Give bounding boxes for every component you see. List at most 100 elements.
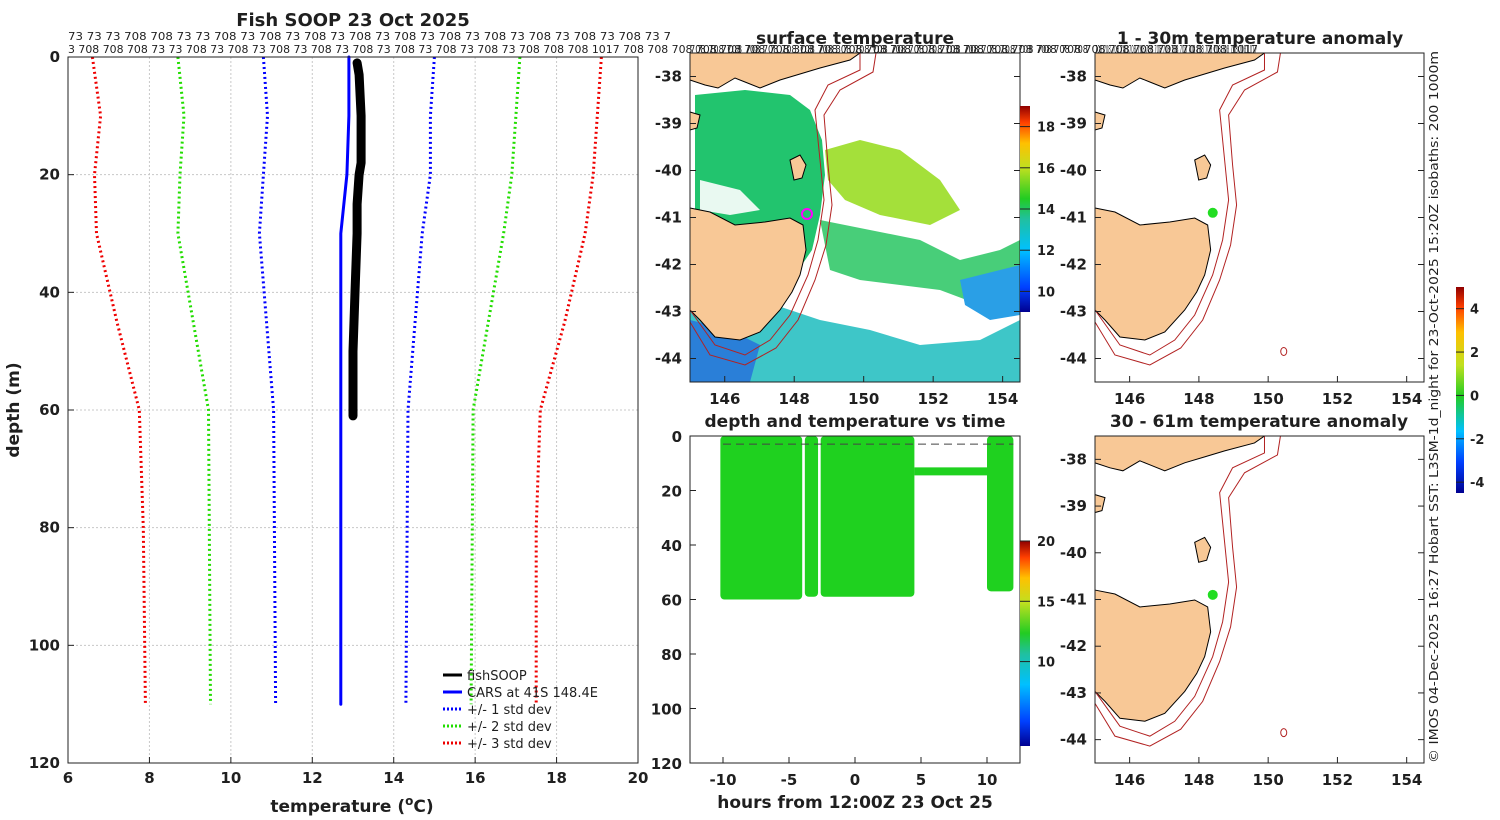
profile-x-axis-label: temperature (oC) (270, 794, 433, 817)
surface-colorbar: 10 12 14 16 18 (1020, 106, 1055, 312)
surface-colorbar-ticks: 10 12 14 16 18 (1020, 121, 1055, 300)
profile-xtick-label: 20 (628, 769, 649, 787)
profile-x-axis-label-sup: o (405, 794, 413, 808)
anomaly-isobath-1000 (1094, 435, 1281, 747)
map-xtick-label: 152 (1322, 771, 1353, 789)
anomaly-30-61m-title: 30 - 61m temperature anomaly (1110, 412, 1408, 432)
time-data-block (820, 436, 915, 597)
anomaly-ticks: 146 148 150 152 154 -38 -39 -40 -41 -42 -43 -44 (1060, 450, 1424, 789)
colorbar-tick-label: 10 (1037, 285, 1055, 300)
profile-xtick-label: 14 (383, 769, 404, 787)
map-xtick-label: 150 (848, 390, 879, 408)
anomaly-flinders-island (1194, 154, 1212, 181)
series-2-std-dev-upper-line (469, 56, 522, 705)
legend-label-std2: +/- 2 std dev (467, 720, 552, 735)
time-panel: depth and temperature vs time -10 -5 0 5 100… (651, 412, 1055, 813)
time-data-block (804, 436, 819, 597)
profile-id-row-1: 73 73 73 708 708 73 73 708 73 708 73 708… (68, 31, 671, 43)
profile-xtick-label: 8 (144, 769, 154, 787)
profile-panel: 6 8 10 12 14 16 18 20 0 20 40 60 80 100 120 Fish SOOP … (4, 10, 1258, 817)
time-ytick-label: 40 (661, 537, 682, 555)
map-ytick-label: -44 (1060, 731, 1087, 749)
surface-position-marker (801, 208, 813, 220)
surface-isobath-200 (689, 53, 861, 356)
time-data-block (987, 436, 1014, 592)
sst-warm-plume (825, 140, 960, 225)
time-xtick-label: 5 (916, 771, 926, 789)
profile-legend: fishSOOP CARS at 41S 148.4E +/- 1 std de… (443, 669, 598, 752)
map-xtick-label: 146 (1114, 390, 1145, 408)
anomaly-mainland (1094, 435, 1267, 472)
colorbar-tick-label: 10 (1037, 656, 1055, 671)
anomaly-seamount-isobath (1280, 346, 1288, 356)
map-xtick-label: 150 (1253, 771, 1284, 789)
profile-title: Fish SOOP 23 Oct 2025 (236, 10, 470, 31)
time-xtick-label: -10 (709, 771, 736, 789)
map-ytick-label: -41 (655, 209, 682, 227)
profile-xtick-label: 12 (302, 769, 323, 787)
anomaly-position-marker (1207, 589, 1218, 600)
sst-cold-patch (690, 320, 760, 382)
colorbar-tick-label: -4 (1470, 476, 1484, 491)
anomaly-isobath-1000 (1094, 52, 1281, 366)
profile-xtick-label: 6 (63, 769, 73, 787)
time-xtick-label: 10 (977, 771, 998, 789)
anomaly-colorbar-ticks: -4 -2 0 2 4 (1456, 303, 1484, 491)
map-ytick-label: -38 (1060, 450, 1087, 468)
anomaly-isobath-200 (1094, 436, 1265, 737)
map-ytick-label: -39 (1060, 497, 1087, 515)
colorbar-tick-label: 12 (1037, 244, 1055, 259)
anomaly-ticks: 146 148 150 152 154 -38 -39 -40 -41 -42 -43 -44 (1060, 68, 1424, 408)
map-ytick-label: -42 (655, 256, 682, 274)
map-ytick-label: -38 (1060, 68, 1087, 86)
colorbar-tick-label: 14 (1037, 203, 1055, 218)
colorbar-tick-label: 15 (1037, 595, 1055, 610)
time-colorbar-ticks: 10 15 20 (1020, 535, 1055, 671)
profile-xtick-label: 16 (465, 769, 486, 787)
time-ytick-label: 20 (661, 483, 682, 501)
surface-land (689, 52, 862, 341)
time-x-axis-label: hours from 12:00Z 23 Oct 25 (717, 793, 993, 813)
colorbar-tick-label: 18 (1037, 121, 1055, 136)
map-ytick-label: -38 (655, 68, 682, 86)
profile-ticks: 6 8 10 12 14 16 18 20 0 20 40 60 80 100 120 (29, 48, 649, 787)
map-ytick-label: -43 (1060, 684, 1087, 702)
legend-label-std3: +/- 3 std dev (467, 737, 552, 752)
map-ytick-label: -40 (655, 162, 682, 180)
profile-ytick-label: 40 (39, 283, 60, 301)
surface-flinders-island (789, 154, 807, 181)
map-xtick-label: 154 (987, 390, 1018, 408)
map-ytick-label: -40 (1060, 544, 1087, 562)
side-caption: © IMOS 04-Dec-2025 16:27 Hobart SST: L3S… (1426, 51, 1441, 763)
time-ytick-label: 60 (661, 592, 682, 610)
time-ytick-label: 80 (661, 646, 682, 664)
anomaly-map-body (1094, 52, 1425, 383)
surface-ticks: 146 148 150 152 154 -38 -39 -40 -41 -42 -43 -44 (655, 68, 1020, 408)
time-title: depth and temperature vs time (705, 412, 1006, 432)
surface-tasmania (689, 207, 807, 341)
time-ytick-label: 120 (651, 755, 682, 773)
anomaly-seamount-isobath (1280, 728, 1288, 738)
map-xtick-label: 148 (1183, 390, 1214, 408)
time-ytick-label: 100 (651, 701, 682, 719)
profile-ytick-label: 20 (39, 166, 60, 184)
profile-y-axis-label: depth (m) (4, 362, 24, 457)
map-ytick-label: -39 (1060, 115, 1087, 133)
series-2-std-dev-line (176, 56, 212, 705)
time-xtick-label: -5 (781, 771, 798, 789)
anomaly-tasmania (1094, 207, 1212, 341)
surface-mainland (689, 52, 862, 89)
legend-label-cars: CARS at 41S 148.4E (467, 686, 598, 701)
anomaly-land (1094, 435, 1281, 747)
legend-label-std1: +/- 1 std dev (467, 703, 552, 718)
map-ytick-label: -41 (1060, 591, 1087, 609)
legend-label-fishsoop: fishSOOP (467, 669, 527, 684)
map-ytick-label: -39 (655, 115, 682, 133)
profile-ytick-label: 80 (39, 519, 60, 537)
anomaly-1-30m-title: 1 - 30m temperature anomaly (1117, 29, 1403, 49)
profile-ytick-label: 0 (50, 48, 60, 66)
surface-title: surface temperature (756, 29, 954, 49)
profile-xtick-label: 18 (546, 769, 567, 787)
